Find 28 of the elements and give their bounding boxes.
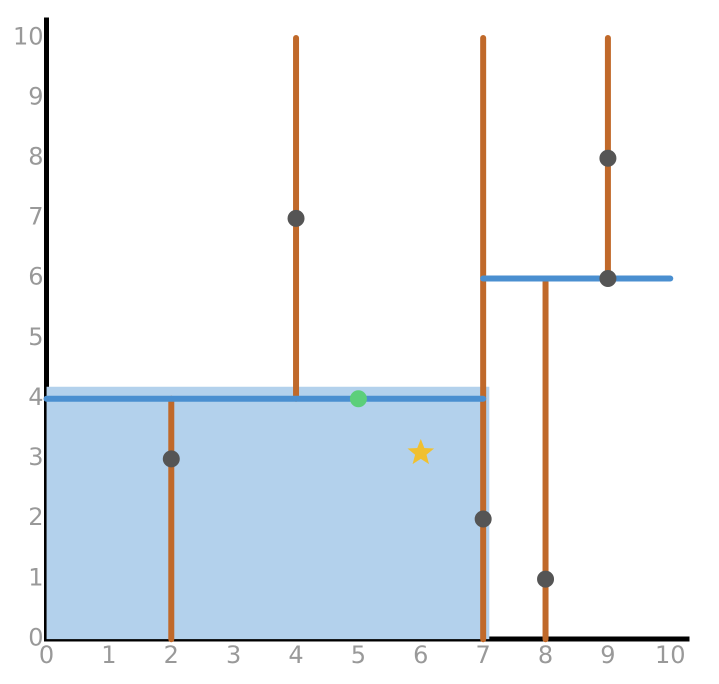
y-tick-label: 2: [28, 503, 44, 532]
point: [474, 510, 492, 528]
point: [350, 390, 367, 408]
point: [288, 210, 305, 227]
x-tick-label: 3: [226, 640, 242, 669]
x-tick-label: 6: [413, 640, 428, 669]
x-tick-label: 10: [655, 640, 686, 669]
y-tick-label: 4: [28, 382, 44, 411]
x-tick-label: 7: [476, 640, 491, 669]
y-tick-label: 5: [28, 322, 44, 351]
x-tick-label: 9: [600, 640, 616, 669]
y-tick-label: 3: [28, 443, 44, 472]
y-tick-label: 1: [28, 563, 44, 592]
point: [407, 438, 434, 464]
y-tick-label: 9: [28, 82, 44, 110]
x-tick-label: 5: [350, 640, 366, 669]
y-tick-label: 8: [28, 142, 44, 170]
x-tick-label: 4: [288, 640, 304, 669]
point: [162, 450, 180, 468]
y-tick-label: 10: [12, 22, 44, 50]
point: [599, 270, 616, 287]
x-tick-label: 1: [101, 640, 117, 669]
y-tick-label: 6: [28, 262, 44, 291]
x-tick-label: 2: [164, 640, 179, 669]
point: [599, 150, 616, 167]
point: [537, 570, 554, 588]
x-tick-label: 8: [538, 640, 554, 669]
y-tick-label: 7: [28, 202, 44, 231]
